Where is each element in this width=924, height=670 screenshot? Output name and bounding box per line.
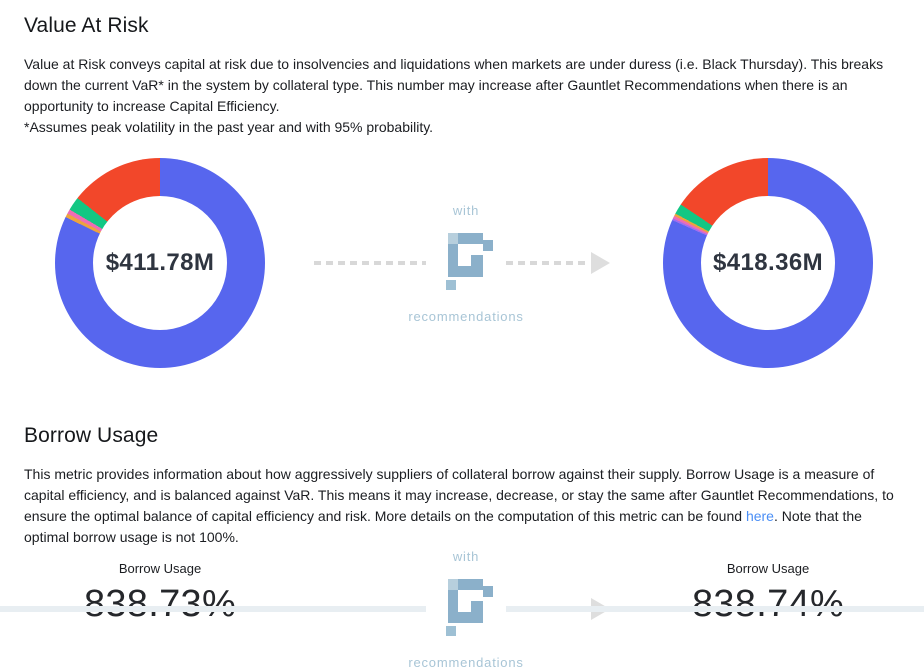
donut-hole: $418.36M bbox=[701, 196, 835, 330]
var-after-value: $418.36M bbox=[713, 249, 823, 276]
here-link[interactable]: here bbox=[745, 508, 774, 524]
var-before-donut-chart[interactable]: $411.78M bbox=[55, 158, 265, 368]
var-after-chart-area: $418.36M bbox=[636, 158, 900, 368]
borrow-after-value: 838.74% bbox=[691, 583, 845, 625]
borrow-after-metric-label: Borrow Usage bbox=[726, 561, 810, 576]
var-before-chart-area: $411.78M bbox=[24, 158, 296, 368]
borrow-after-metric: Borrow Usage 838.74% bbox=[692, 558, 844, 626]
recommendations-connector: with recommendations bbox=[296, 158, 636, 368]
gauntlet-logo-icon bbox=[446, 232, 493, 290]
recommendations-label: recommendations bbox=[400, 654, 532, 670]
value-at-risk-heading: Value At Risk bbox=[24, 14, 149, 37]
recommendations-label: recommendations bbox=[400, 308, 532, 324]
value-at-risk-description-text: Value at Risk conveys capital at risk du… bbox=[24, 56, 884, 114]
gauntlet-logo bbox=[426, 573, 506, 645]
with-label: with bbox=[444, 202, 488, 218]
with-label: with bbox=[444, 548, 488, 564]
donut-hole: $411.78M bbox=[93, 196, 227, 330]
borrow-before-metric-area: Borrow Usage 838.73% bbox=[24, 558, 296, 626]
borrow-usage-heading: Borrow Usage bbox=[24, 424, 159, 447]
arrow-right-icon bbox=[591, 252, 610, 274]
borrow-usage-section: Borrow Usage This metric provides inform… bbox=[24, 424, 900, 670]
value-at-risk-description: Value at Risk conveys capital at risk du… bbox=[24, 54, 900, 138]
borrow-before-value: 838.73% bbox=[83, 583, 237, 625]
value-at-risk-section: Value At Risk Value at Risk conveys capi… bbox=[24, 0, 900, 368]
gauntlet-logo bbox=[426, 227, 506, 299]
borrow-usage-description-text: This metric provides information about h… bbox=[24, 466, 894, 524]
var-before-value: $411.78M bbox=[105, 249, 215, 276]
borrow-before-metric-label: Borrow Usage bbox=[118, 561, 202, 576]
borrow-usage-description: This metric provides information about h… bbox=[24, 464, 900, 548]
var-comparison-row: $411.78M with bbox=[24, 158, 900, 368]
var-after-donut-chart[interactable]: $418.36M bbox=[663, 158, 873, 368]
borrow-usage-description-tail: . Note that the optimal borrow usage is … bbox=[24, 508, 862, 545]
borrow-after-metric-area: Borrow Usage 838.74% bbox=[636, 558, 900, 626]
value-at-risk-footnote: *Assumes peak volatility in the past yea… bbox=[24, 119, 434, 135]
borrow-before-metric: Borrow Usage 838.73% bbox=[84, 558, 236, 626]
gauntlet-logo-icon bbox=[446, 578, 493, 636]
